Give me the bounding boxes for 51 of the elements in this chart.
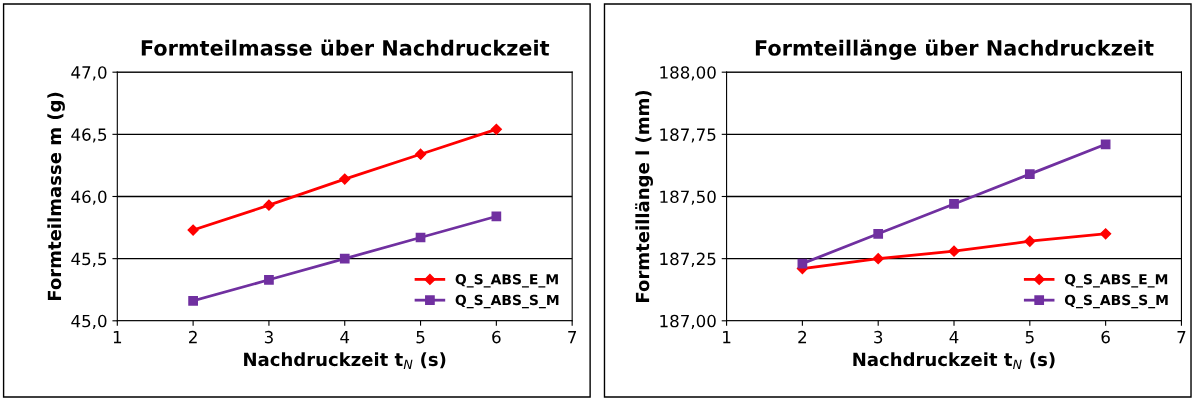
- point: [263, 199, 275, 211]
- legend-label: Q_S_ABS_S_M: [455, 294, 559, 309]
- x-tick-label: 4: [949, 331, 959, 344]
- point: [1024, 235, 1036, 247]
- point: [264, 274, 274, 285]
- point: [491, 211, 502, 222]
- x-tick-label: 1: [113, 331, 122, 344]
- point: [188, 296, 198, 306]
- y-axis-title: Formteillänge l (mm): [635, 90, 653, 302]
- y-tick-label: 187,00: [660, 314, 716, 330]
- point: [949, 199, 959, 209]
- point: [339, 173, 351, 185]
- point: [339, 253, 350, 264]
- x-tick-label: 1: [723, 331, 731, 344]
- y-axis-title: Formteilmasse m (g): [47, 92, 65, 301]
- y-tick-label: 187,50: [660, 190, 716, 205]
- legend-label: Q_S_ABS_E_M: [455, 273, 558, 288]
- x-tick-label: 2: [798, 330, 807, 344]
- chart-title: Formteilmasse über Nachdruckzeit: [141, 39, 550, 56]
- y-tick-label: 45,0: [71, 314, 107, 330]
- legend-label: Q_S_ABS_S_M: [1064, 294, 1168, 309]
- x-axis-title: Nachdruckzeit t$_{N}$ (s): [244, 352, 446, 369]
- y-tick-label: 46,0: [71, 190, 107, 205]
- x-tick-label: 2: [189, 330, 197, 344]
- x-tick-label: 6: [492, 330, 501, 344]
- x-tick-label: 7: [568, 331, 577, 344]
- point: [1024, 169, 1035, 179]
- x-tick-label: 3: [874, 330, 883, 344]
- y-tick-label: 187,75: [660, 128, 716, 143]
- x-axis-title: Nachdruckzeit t$_{N}$ (s): [853, 352, 1055, 369]
- point: [1100, 228, 1112, 240]
- point: [872, 253, 884, 265]
- y-tick-label: 47,0: [71, 66, 107, 81]
- point: [187, 224, 199, 236]
- y-tick-label: 188,00: [660, 66, 716, 81]
- point: [873, 228, 884, 239]
- point: [490, 123, 502, 135]
- x-tick-label: 3: [264, 330, 273, 344]
- point: [1100, 139, 1111, 150]
- point: [948, 245, 960, 257]
- chart-title: Formteillänge über Nachdruckzeit: [755, 39, 1154, 61]
- x-tick-label: 4: [340, 331, 350, 344]
- x-tick-label: 7: [1177, 331, 1186, 344]
- legend-label: Q_S_ABS_E_M: [1064, 273, 1168, 288]
- y-tick-label: 187,25: [660, 252, 716, 267]
- y-tick-label: 45,5: [71, 252, 107, 267]
- y-tick-label: 46,5: [71, 128, 107, 143]
- point: [414, 148, 427, 160]
- x-tick-label: 6: [1101, 330, 1110, 344]
- x-tick-label: 5: [416, 331, 425, 344]
- x-tick-label: 5: [1025, 331, 1034, 344]
